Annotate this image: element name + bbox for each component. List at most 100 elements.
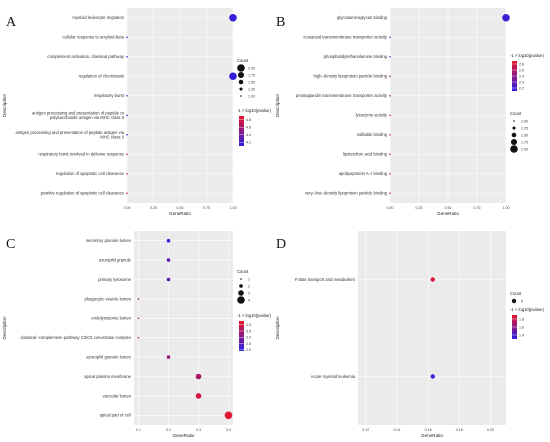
size-legend-key <box>237 71 245 79</box>
size-legend-label: 1.50 <box>248 80 255 84</box>
data-point <box>389 36 391 39</box>
data-point <box>126 36 128 39</box>
x-tick-label: 0.25 <box>150 206 157 210</box>
panel-B: B <box>276 15 285 30</box>
y-axis-title: Description <box>2 316 7 339</box>
size-legend-key <box>238 79 244 85</box>
size-legend-key <box>237 296 245 304</box>
color-legend-title: -1 × log10(pvalue) <box>510 307 544 312</box>
x-axis-title: GeneRatio <box>437 211 459 216</box>
size-legend-key <box>511 132 517 138</box>
size-legend-label: 2 <box>248 284 250 288</box>
data-point <box>389 75 391 78</box>
size-legend-key <box>512 126 516 130</box>
data-point <box>389 172 391 175</box>
x-tick-label: 0.50 <box>177 206 184 210</box>
panel-plot-2: 0.1 0.2 0.3 0.4 GeneRatio Description secretor… <box>2 231 271 438</box>
x-tick-label: 1.00 <box>230 206 237 210</box>
y-axis-title: Description <box>275 316 280 339</box>
color-legend-label: 4.4 <box>246 133 251 137</box>
color-legend-bar <box>239 321 244 351</box>
panel-label-c: C <box>6 237 15 252</box>
size-legend-label: 1.00 <box>248 94 255 98</box>
y-tick-label: lysozyme activity <box>356 113 388 118</box>
size-legend-label: 1.25 <box>521 126 528 130</box>
size-legend-key <box>239 87 243 91</box>
panel-plot-3: 0.12 0.14 0.16 0.18 0.20 GeneRatio Description… <box>275 231 544 438</box>
size-legend-label: 5 <box>521 299 523 303</box>
data-point <box>195 393 202 399</box>
color-legend-label: 2.2 <box>519 86 524 90</box>
color-legend-label: 1.6 <box>519 325 524 329</box>
size-legend-title: Count <box>237 58 249 63</box>
data-point <box>126 114 128 117</box>
color-legend-bar <box>239 116 244 146</box>
y-tick-label: complement activation, classical pathway <box>47 54 124 59</box>
data-point <box>430 277 435 282</box>
color-legend-title: -1 × log10(pvalue) <box>510 53 544 58</box>
color-legend-title: -1 × log10(pvalue) <box>237 313 271 318</box>
panel-label-b: B <box>276 15 285 30</box>
x-tick-label: 0.18 <box>456 428 463 432</box>
y-tick-label: antigen processing and presentation of p… <box>32 110 125 120</box>
y-tick-label: phosphatidylethanolamine binding <box>324 54 388 59</box>
x-tick-label: 0.14 <box>393 428 400 432</box>
y-axis-title: Description <box>275 94 280 117</box>
data-point <box>389 55 391 58</box>
x-axis-title: GeneRatio <box>169 211 191 216</box>
y-tick-label: sulfatide binding <box>357 132 388 137</box>
data-point <box>389 153 391 156</box>
size-legend-label: 2.00 <box>521 147 528 151</box>
size-legend-title: Count <box>237 269 249 274</box>
y-tick-label: lipoteichoic acid binding <box>343 152 388 157</box>
color-legend-title: -1 × log10(pvalue) <box>237 108 271 113</box>
size-legend-key <box>510 145 518 153</box>
color-legend-label: 4.2 <box>246 141 251 145</box>
panel-label-a: A <box>6 15 17 30</box>
data-point <box>166 258 171 262</box>
color-legend-label: 4.0 <box>246 323 251 327</box>
y-tick-label: Acute myeloid leukemia <box>311 374 356 379</box>
size-legend-label: 4 <box>248 298 250 302</box>
y-tick-label: prostaglandin transmembrane transporter … <box>296 93 388 98</box>
y-tick-label: primary lysosome <box>98 277 131 282</box>
size-legend-title: Count <box>510 291 522 296</box>
x-tick-label: 0.50 <box>445 206 452 210</box>
size-legend-label: 1.75 <box>248 73 255 77</box>
x-tick-label: 0.75 <box>203 206 210 210</box>
size-legend-key <box>510 138 518 146</box>
data-point <box>502 13 510 22</box>
y-tick-label: high−density lipoprotein particle bindin… <box>314 74 388 79</box>
data-point <box>126 94 128 97</box>
x-axis-title: GeneRatio <box>173 433 195 438</box>
y-tick-label: regulation of chemotaxis <box>79 74 124 79</box>
color-legend-label: 2.0 <box>246 348 251 352</box>
color-legend-label: 2.6 <box>519 62 524 66</box>
x-tick-label: 0.1 <box>136 428 141 432</box>
y-tick-label: respiratory burst <box>94 93 125 98</box>
x-tick-label: 0.2 <box>166 428 171 432</box>
data-point <box>126 133 128 136</box>
x-tick-label: 0.00 <box>387 206 394 210</box>
y-tick-label: myeloid leukocyte migration <box>72 15 124 20</box>
x-tick-label: 1.00 <box>503 206 510 210</box>
data-point <box>126 192 128 195</box>
size-legend-key <box>240 95 242 97</box>
y-tick-label: very−low−density lipoprotein particle bi… <box>305 191 388 196</box>
y-tick-label: phagocytic vesicle lumen <box>84 296 131 301</box>
data-point <box>229 13 237 22</box>
x-axis-title: GeneRatio <box>421 433 443 438</box>
data-point <box>137 298 140 300</box>
color-legend-label: 1.8 <box>519 317 524 321</box>
data-point <box>195 373 202 380</box>
color-legend-label: 4.6 <box>246 126 251 130</box>
y-tick-label: cellular response to amyloid-beta <box>63 35 125 40</box>
data-point <box>166 238 171 243</box>
data-point <box>166 355 171 359</box>
panel-plot-0: 0.00 0.25 0.50 0.75 1.00 GeneRatio Description… <box>2 8 271 216</box>
color-legend-label: 2.5 <box>519 68 524 72</box>
y-axis-title: Description <box>2 94 7 117</box>
panel-label-d: D <box>276 237 286 252</box>
y-tick-label: endolysosome lumen <box>91 316 131 321</box>
